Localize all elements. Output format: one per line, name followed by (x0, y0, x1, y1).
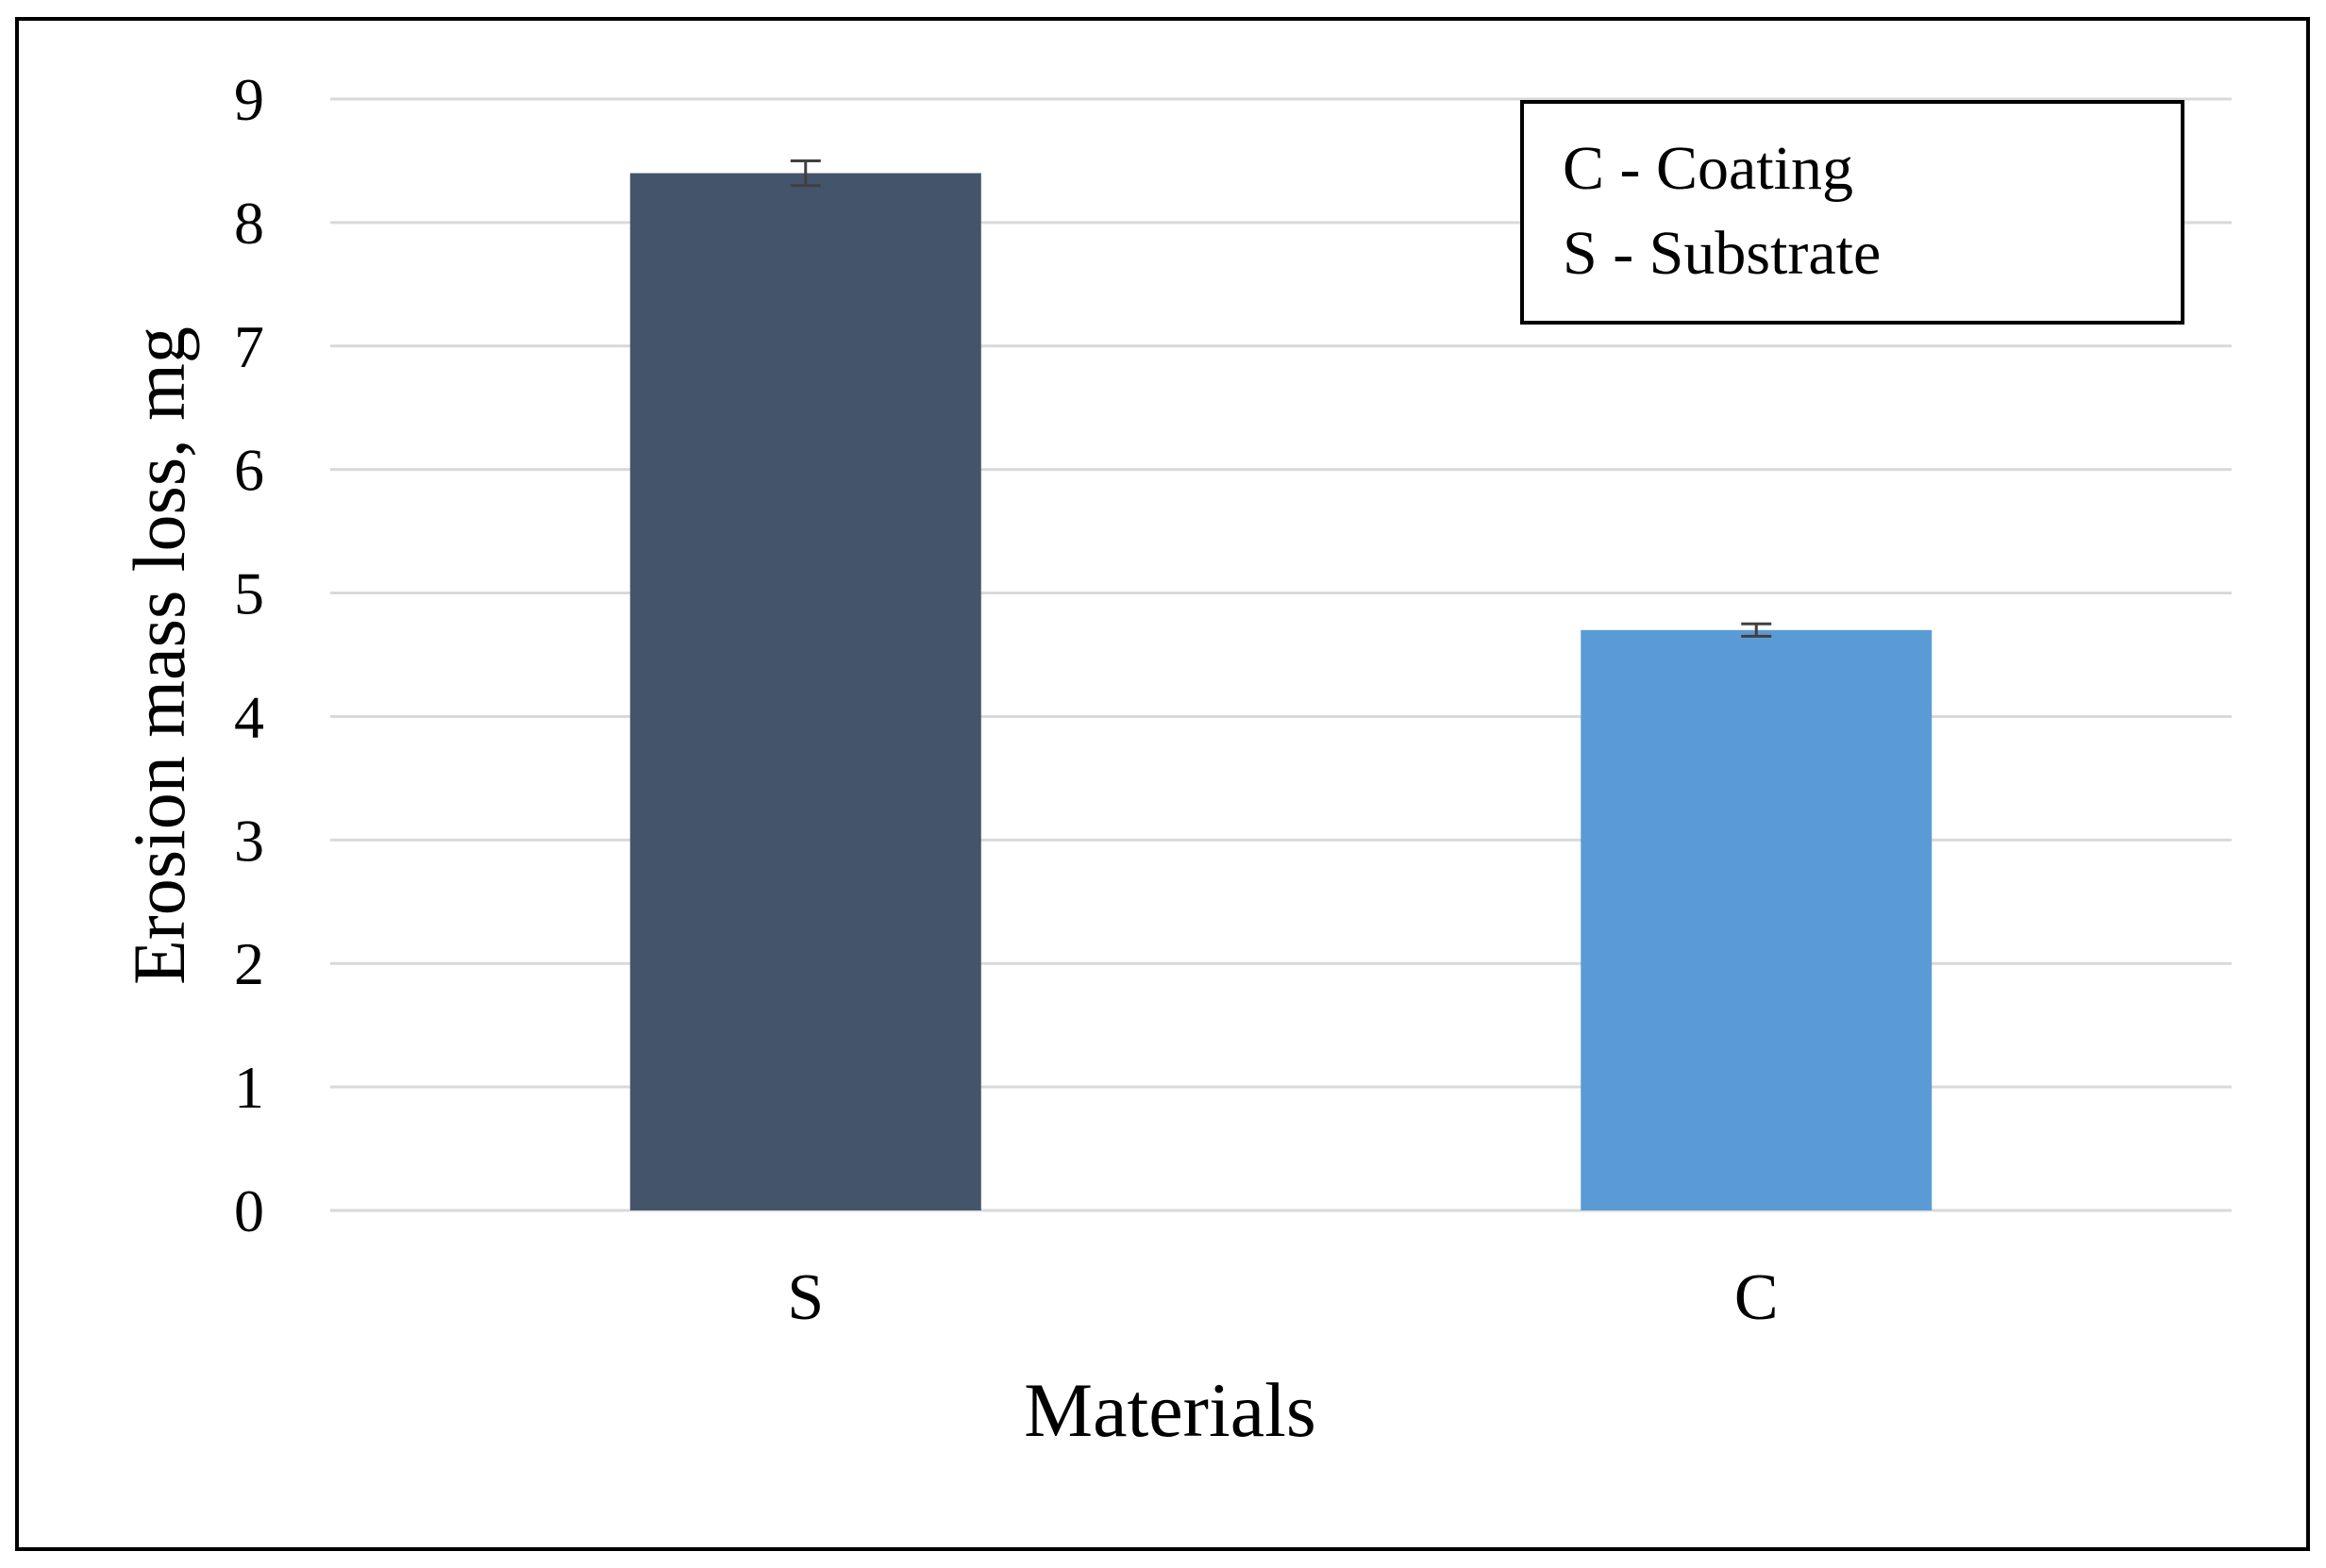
y-tick-label-3: 3 (234, 807, 264, 874)
legend: C - Coating S - Substrate (1520, 100, 2184, 325)
error-bars (790, 158, 1772, 638)
legend-line-substrate: S - Substrate (1563, 219, 1881, 288)
bar-S (629, 173, 981, 1211)
legend-line-coating: C - Coating (1563, 134, 1853, 203)
y-axis-title: Erosion mass loss, mg (118, 326, 200, 985)
y-tick-label-2: 2 (234, 930, 264, 997)
y-tick-label-5: 5 (234, 560, 264, 627)
y-tick-label-1: 1 (234, 1054, 264, 1121)
x-tick-label-C: C (1734, 1261, 1779, 1334)
y-tick-label-4: 4 (234, 683, 264, 750)
y-tick-label-9: 9 (234, 66, 264, 133)
x-tick-label-S: S (787, 1261, 824, 1334)
bars (629, 173, 1933, 1211)
legend-box (1520, 100, 2184, 325)
bar-C (1581, 629, 1933, 1210)
y-tick-label-0: 0 (234, 1177, 264, 1244)
y-axis-ticks: 0 1 2 3 4 5 6 7 8 9 (234, 66, 264, 1244)
y-tick-label-6: 6 (234, 437, 264, 504)
y-tick-label-8: 8 (234, 190, 264, 257)
x-axis-title: Materials (1024, 1367, 1316, 1453)
y-tick-label-7: 7 (234, 313, 264, 380)
